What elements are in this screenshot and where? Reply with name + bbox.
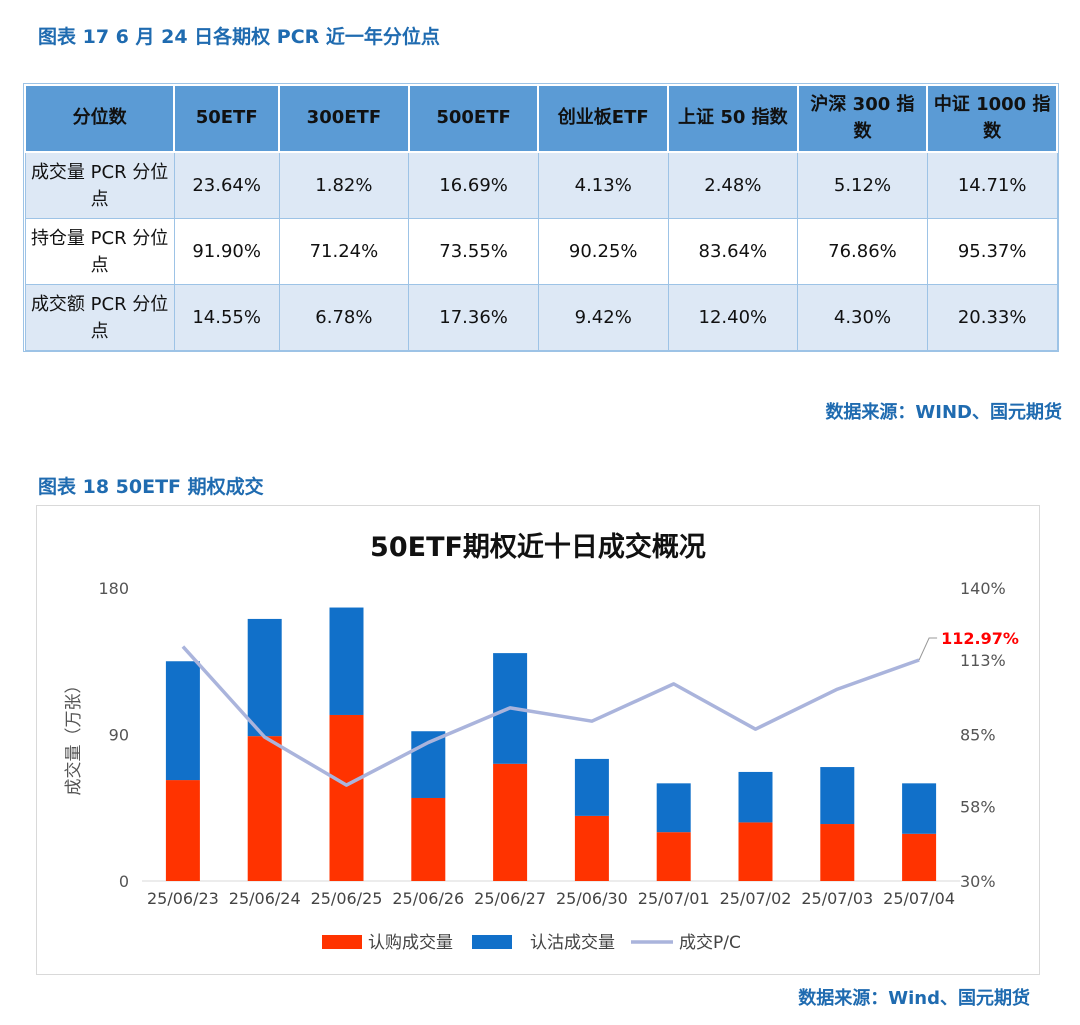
pc-last-value-label: 112.97% [941,629,1019,648]
put-volume-bar [329,607,364,715]
header-cell: 50ETF [173,84,281,153]
chart-container: 50ETF期权近十日成交概况 成交量（万张） 112.97% 0 90 180 30%… [36,505,1040,975]
x-tick-label: 25/06/23 [147,889,219,908]
y2-tick-label: 30% [960,872,996,891]
header-cell: 上证 50 指数 [667,84,799,153]
put-volume-bar [574,758,609,816]
y2-tick-label: 140% [960,579,1006,598]
table-cell: 9.42% [537,284,669,351]
table-source: 数据来源：WIND、国元期货 [825,402,1062,423]
table-cell: 4.30% [797,284,928,351]
annotation-leader [918,637,938,661]
put-volume-bar [656,783,691,833]
x-tick-label: 25/06/30 [556,889,628,908]
table-cell: 83.64% [667,218,799,285]
volume-chart: 50ETF期权近十日成交概况 成交量（万张） 112.97% 0 90 180 30%… [64,531,1019,953]
call-volume-bar [574,815,609,881]
table-cell: 5.12% [797,151,928,219]
y2-tick-label: 113% [960,651,1006,670]
table-cell: 12.40% [667,284,799,351]
header-cell: 300ETF [278,84,410,153]
table-cell: 90.25% [537,218,669,285]
put-volume-bar [820,767,855,825]
table-cell: 71.24% [278,218,410,285]
legend-put-swatch [472,935,512,949]
chart-caption: 图表 18 50ETF 期权成交 [38,476,264,498]
y-tick-label: 0 [119,872,129,891]
x-tick-label: 25/06/25 [311,889,383,908]
call-volume-bar [493,763,528,881]
y2-tick-label: 85% [960,726,996,745]
put-volume-bar [738,771,773,823]
legend-call-swatch [322,935,362,949]
table-cell: 17.36% [408,284,539,351]
table-row: 持仓量 PCR 分位点 91.90% 71.24% 73.55% 90.25% … [24,218,1058,285]
header-cell: 分位数 [23,84,176,153]
put-volume-bar [247,618,282,737]
call-volume-bar [247,736,282,881]
call-volume-bar [738,822,773,881]
call-volume-bar [656,832,691,881]
y-tick-label: 180 [98,579,129,598]
header-cell: 沪深 300 指数 [796,84,929,153]
x-tick-label: 25/07/04 [883,889,955,908]
x-tick-label: 25/07/02 [720,889,792,908]
call-volume-bar [902,833,937,881]
row-label: 成交额 PCR 分位点 [24,284,175,351]
table-cell: 91.90% [173,218,280,285]
table-row: 成交额 PCR 分位点 14.55% 6.78% 17.36% 9.42% 12… [24,284,1058,351]
pcr-percentile-table: 分位数 50ETF 300ETF 500ETF 创业板ETF 上证 50 指数 … [23,83,1059,352]
x-tick-label: 25/06/27 [474,889,546,908]
table-cell: 23.64% [173,151,280,219]
chart-source: 数据来源：Wind、国元期货 [798,988,1030,1009]
x-tick-label: 25/07/03 [801,889,873,908]
table-cell: 4.13% [537,151,669,219]
call-volume-bar [411,797,446,881]
table-cell: 6.78% [278,284,410,351]
x-tick-label: 25/06/24 [229,889,301,908]
table-cell: 14.71% [926,151,1058,219]
table-cell: 16.69% [408,151,539,219]
row-label: 持仓量 PCR 分位点 [24,218,175,285]
legend-pc-label: 成交P/C [679,933,741,953]
put-volume-bar [902,783,937,834]
table-caption: 图表 17 6 月 24 日各期权 PCR 近一年分位点 [38,26,440,48]
table-cell: 76.86% [797,218,928,285]
row-label: 成交量 PCR 分位点 [24,151,175,219]
table-header-row: 分位数 50ETF 300ETF 500ETF 创业板ETF 上证 50 指数 … [23,84,1058,153]
header-cell: 创业板ETF [537,84,670,153]
table-cell: 20.33% [926,284,1058,351]
header-cell: 中证 1000 指数 [926,84,1058,153]
put-volume-bar [165,661,200,781]
chart-title: 50ETF期权近十日成交概况 [370,531,706,563]
legend-call-label: 认购成交量 [368,933,453,953]
table-row: 成交量 PCR 分位点 23.64% 1.82% 16.69% 4.13% 2.… [24,151,1058,219]
y2-tick-label: 58% [960,797,996,816]
table-cell: 1.82% [278,151,410,219]
table-cell: 95.37% [926,218,1058,285]
table-cell: 73.55% [408,218,539,285]
table-cell: 2.48% [667,151,799,219]
pc-ratio-line [181,645,920,787]
call-volume-bar [329,714,364,881]
legend-put-label: 认沽成交量 [530,933,615,953]
y-axis-label: 成交量（万张） [64,677,84,796]
call-volume-bar [820,824,855,881]
header-cell: 500ETF [407,84,540,153]
x-tick-label: 25/07/01 [638,889,710,908]
x-tick-label: 25/06/26 [392,889,464,908]
call-volume-bar [165,780,200,881]
table-cell: 14.55% [173,284,280,351]
y-tick-label: 90 [109,726,129,745]
